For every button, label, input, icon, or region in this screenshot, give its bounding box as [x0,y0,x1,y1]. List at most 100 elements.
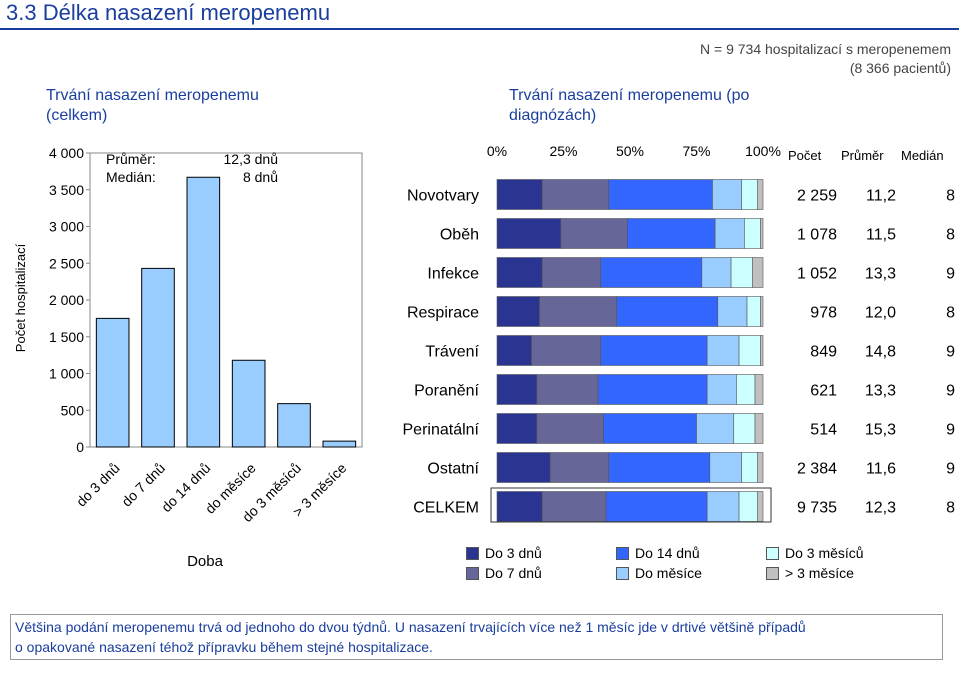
footnote-box: Většina podání meropenemu trvá od jednoh… [10,614,943,660]
right-chart-subtitle: Trvání nasazení meropenemu (po diagnózác… [509,86,749,126]
table-median-cell: 8 [946,188,955,205]
right-bar-segment [712,179,743,210]
legend-item: Do 7 dnů [466,565,542,581]
right-category-label: Novotvary [407,188,479,205]
right-category-label: Perinatální [403,422,480,439]
right-data-table: 2 259 11,2 8 1 078 11,5 8 1 052 13,3 9 978 12,0 8 84… [797,188,955,517]
legend-label: Do 3 měsíců [785,545,864,561]
left-bars [95,176,357,448]
right-bar-segment [754,374,764,405]
table-header-count: Počet [788,148,822,163]
right-bar-segment [496,452,551,483]
legend-swatch [466,566,479,580]
table-count-cell: 1 052 [797,266,837,283]
left-subtitle-line-1: Trvání nasazení meropenemu [46,87,259,104]
left-y-tick-label: 4 000 [49,145,84,161]
left-bar [95,317,130,448]
right-bar-segment [760,296,764,327]
right-bar-segment [541,179,610,210]
legend-item: Do 3 měsíců [766,545,864,561]
right-bar-segment [496,335,532,366]
right-bar-segment [736,374,756,405]
right-bar-segment [496,218,562,249]
right-bar-segment [627,218,716,249]
table-median-cell: 8 [946,227,955,244]
table-header-median: Medián [901,148,944,163]
n-note-line-1: N = 9 734 hospitalizací s meropenemem [700,41,951,57]
right-bar-segment [600,257,703,288]
table-count-cell: 621 [810,383,837,400]
left-y-ticks: 0 500 1 000 1 500 2 000 2 500 3 000 3 500 4 000 [49,145,90,455]
left-bar [141,267,175,448]
right-category-label: Poranění [414,383,479,400]
left-x-axis-label: Doba [187,553,224,570]
right-bar-segment [730,257,753,288]
right-bar-segment [496,257,543,288]
legend-item: > 3 měsíce [766,565,854,581]
left-subtitle-line-2: (celkem) [46,107,108,124]
legend-swatch [766,566,779,580]
sample-size-note: N = 9 734 hospitalizací s meropenemem (8 … [700,40,951,78]
table-median-cell: 8 [946,500,955,517]
right-x-tick-label: 25% [549,143,577,159]
left-y-tick-label: 3 500 [49,182,84,198]
left-bar [186,176,221,448]
left-y-tick-label: 2 500 [49,255,84,271]
left-y-axis-label: Počet hospitalizací [13,243,28,352]
right-bar-segment [717,296,748,327]
legend-item: Do měsíce [616,565,702,581]
table-median-cell: 9 [946,266,955,283]
table-median-cell: 8 [946,305,955,322]
right-bar-segment [496,296,540,327]
legend-label: > 3 měsíce [785,565,854,581]
footnote-line-2: o opakované nasazení téhož přípravku běh… [15,639,433,655]
table-mean-cell: 11,6 [866,461,896,478]
legend-swatch [766,546,779,560]
right-x-tick-label: 100% [745,143,781,159]
left-bar-chart: Počet hospitalizací 0 500 1 000 1 500 2 000 2… [13,145,363,570]
right-bar-segment [701,257,732,288]
table-mean-cell: 15,3 [865,422,896,439]
right-bar-segment [541,491,607,522]
left-y-tick-label: 0 [76,439,84,455]
legend-label: Do 14 dnů [635,545,700,561]
left-stat-mean-value: 12,3 dnů [224,151,279,167]
right-bar-segment [696,413,735,444]
right-bar-segment [539,296,617,327]
legend-swatch [466,546,479,560]
right-bar-segment [752,257,764,288]
table-mean-cell: 11,2 [866,188,896,205]
table-mean-cell: 11,5 [866,227,896,244]
table-median-cell: 9 [946,344,955,361]
right-bar-segment [496,374,538,405]
right-bar-segment [496,413,538,444]
legend-swatch [616,546,629,560]
table-count-cell: 849 [810,344,837,361]
right-bar-segment [760,335,764,366]
table-count-cell: 2 384 [797,461,837,478]
right-bar-segment [496,179,543,210]
legend-label: Do měsíce [635,565,702,581]
right-x-tick-label: 50% [616,143,644,159]
left-bar [277,403,311,448]
left-chart-subtitle: Trvání nasazení meropenemu (celkem) [46,86,259,126]
table-mean-cell: 12,0 [865,305,896,322]
right-bar-segment [760,218,764,249]
right-bar-segment [754,413,764,444]
right-bar-segment [757,452,764,483]
table-mean-cell: 14,8 [865,344,896,361]
right-category-label: Trávení [425,344,479,361]
right-x-ticks: 0% 25% 50% 75% 100% [487,143,781,159]
table-count-cell: 514 [810,422,837,439]
left-stat-median-value: 8 dnů [243,169,278,185]
right-bar-segment [709,452,743,483]
legend-swatch [616,566,629,580]
right-stacked-chart: 0% 25% 50% 75% 100% Novotvary Oběh Infekce Resp… [403,143,955,523]
table-count-cell: 2 259 [797,188,837,205]
right-bar-segment [744,218,761,249]
table-count-cell: 978 [810,305,837,322]
left-stat-median-label: Medián: [106,169,156,185]
right-bar-segment [608,179,713,210]
right-category-label: CELKEM [413,500,479,517]
n-note-line-2: (8 366 pacientů) [849,60,951,76]
